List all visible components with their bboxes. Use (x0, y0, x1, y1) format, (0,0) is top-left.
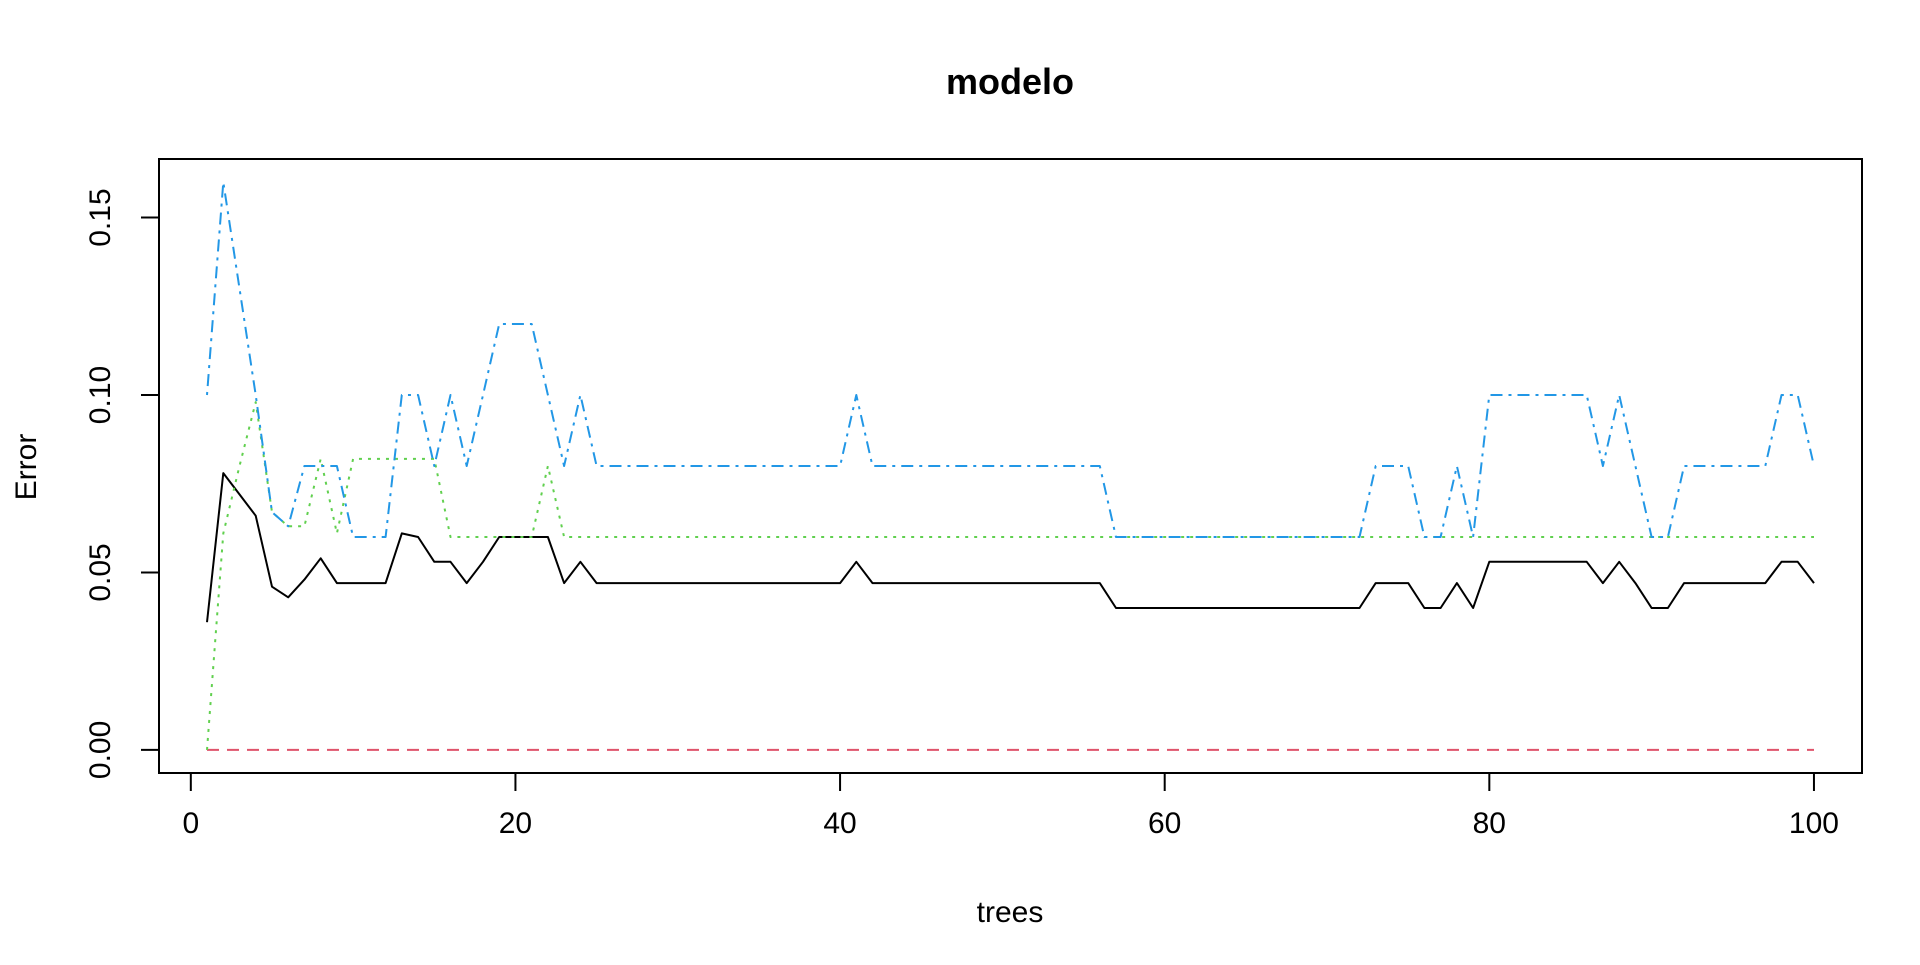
x-tick-label: 0 (182, 807, 199, 840)
series-line-1 (206, 472, 1815, 623)
x-tick-label: 100 (1789, 807, 1839, 840)
x-axis: 0 20 40 60 80 100 (182, 772, 1839, 840)
y-axis: 0.00 0.05 0.10 0.15 (84, 188, 160, 779)
x-tick-label: 60 (1148, 807, 1181, 840)
y-tick-label: 0.00 (84, 721, 117, 779)
y-tick-label: 0.05 (84, 543, 117, 601)
x-tick-label: 20 (499, 807, 532, 840)
y-axis-label: Error (10, 434, 43, 501)
series-layer (206, 181, 1815, 751)
chart-title: modelo (946, 61, 1074, 102)
y-tick-label: 0.15 (84, 188, 117, 246)
series-line-4 (206, 181, 1815, 538)
x-tick-label: 80 (1473, 807, 1506, 840)
series-line-3 (206, 401, 1814, 750)
x-axis-label: trees (977, 896, 1044, 929)
y-tick-label: 0.10 (84, 366, 117, 424)
x-tick-label: 40 (823, 807, 856, 840)
